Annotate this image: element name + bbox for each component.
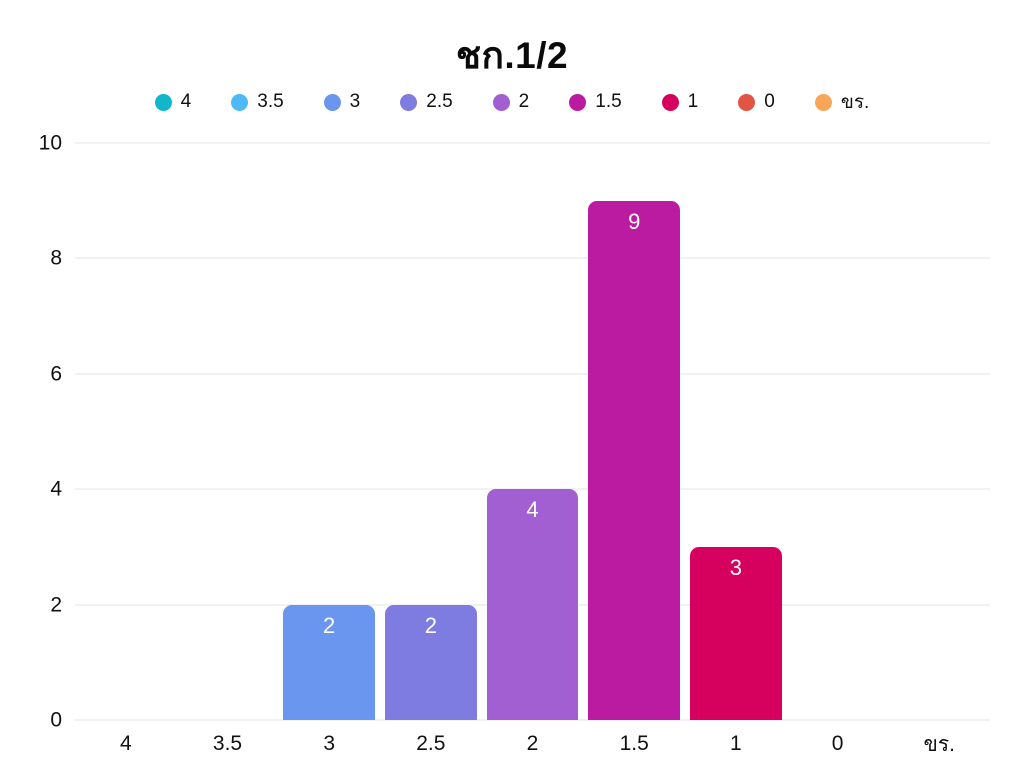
bar-2: 4 [486,489,579,720]
legend-item-4: 4 [154,91,192,113]
bar-slot: 3 [685,143,787,720]
legend-label: ขร. [840,92,870,113]
gridline [75,373,990,375]
bar-slot: 9 [583,143,685,720]
gridline [75,719,990,721]
legend-label: 2.5 [426,91,453,112]
bar-slot [177,143,279,720]
legend-label: 3 [349,91,361,112]
bar-value-label: 3 [729,554,742,580]
y-axis-label: 6 [50,362,62,386]
legend-dot-icon [492,93,510,111]
legend-item-2.5: 2.5 [400,91,453,113]
x-axis-label: 1.5 [619,732,649,755]
bar-value-label: 2 [424,612,437,638]
bar-slot [75,143,177,720]
legend-item-1.5: 1.5 [569,91,622,113]
x-axis-label: 3 [323,732,336,755]
bars: 2 2 4 9 3 [75,143,990,720]
legend-label: 1 [687,91,699,112]
legend-label: 0 [764,91,775,112]
bar-3: 2 [283,604,375,720]
x-axis: 4 3.5 3 2.5 2 1.5 1 0 ขร. [75,728,990,760]
legend-label: 1.5 [595,91,622,112]
bar-slot: 4 [482,143,584,720]
y-axis-label: 0 [50,708,62,732]
legend-dot-icon [569,93,587,111]
bar-slot [888,143,990,720]
legend-label: 3.5 [257,91,284,112]
bar-1.5: 9 [588,200,680,720]
legend-dot-icon [231,93,249,111]
y-axis: 0 2 4 6 8 10 [0,133,62,731]
legend-item-0: 0 [738,91,775,113]
legend-item-2: 2 [492,91,530,113]
legend-dot-icon [400,93,418,111]
x-axis-label: 0 [831,732,844,755]
y-axis-label: 10 [38,131,62,155]
y-axis-label: 4 [50,477,62,501]
bar-value-label: 2 [323,612,336,638]
x-axis-label: 3.5 [212,732,243,755]
x-axis-label: 4 [119,732,132,755]
chart-title: ชก.1/2 [455,35,569,76]
legend-label: 2 [518,91,530,112]
bar-2.5: 2 [385,604,477,720]
legend-item-ขร.: ขร. [814,87,870,117]
x-axis-label: 2.5 [416,732,446,755]
y-axis-label: 2 [50,593,62,617]
legend-label: 4 [180,91,192,112]
legend-dot-icon [814,93,832,111]
legend-item-3.5: 3.5 [231,91,284,113]
legend-dot-icon [738,93,756,111]
bar-value-label: 9 [628,208,641,234]
plot-area: 2 2 4 9 3 [75,142,990,721]
gridline [75,142,990,144]
legend-item-3: 3 [323,91,361,113]
legend-dot-icon [154,93,172,111]
bar-1: 3 [690,546,782,720]
bar-slot [787,143,889,720]
legend-dot-icon [323,93,341,111]
x-axis-label: 1 [730,732,742,755]
bar-value-label: 4 [526,497,539,523]
gridline [75,257,990,259]
legend-item-1: 1 [661,91,699,113]
bar-slot: 2 [380,143,482,720]
legend: 4 3.5 3 2.5 2 1.5 1 0 ขร. [0,86,1024,118]
x-axis-label: 2 [526,732,539,755]
y-axis-label: 8 [50,246,62,270]
legend-dot-icon [661,93,679,111]
x-axis-label: ขร. [923,732,955,756]
bar-slot: 2 [278,143,380,720]
